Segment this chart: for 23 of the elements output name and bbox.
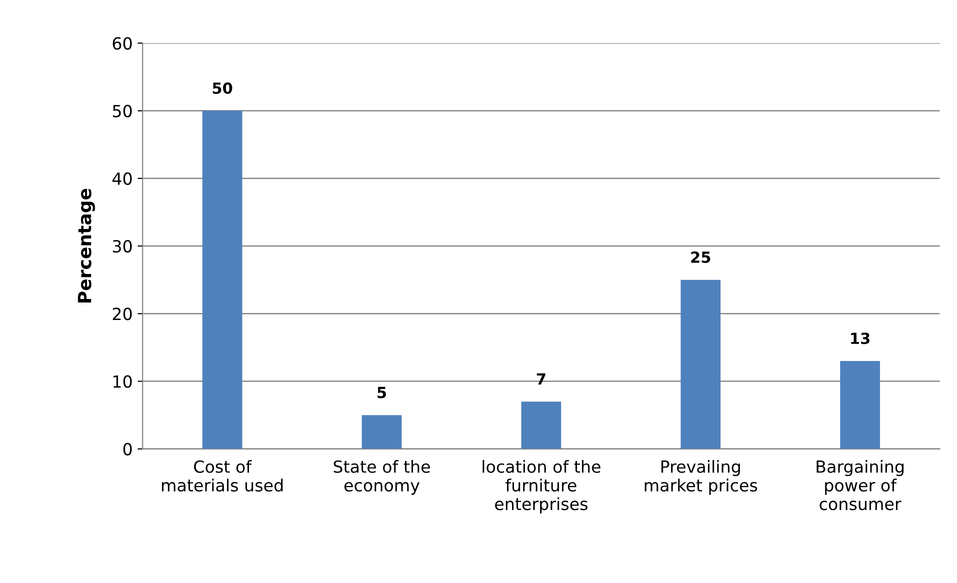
y-axis-title: Percentage: [78, 188, 95, 302]
y-tick-label: 60: [112, 37, 132, 50]
x-tick-label: Prevailing market prices: [644, 460, 758, 495]
y-tick-label: 10: [113, 375, 132, 388]
y-tick-label: 30: [112, 240, 132, 253]
data-label: 5: [378, 386, 386, 398]
x-tick-label: Bargaining power of consumer: [816, 460, 904, 510]
x-tick-label: location of the furniture enterprises: [482, 460, 600, 514]
bar: [680, 280, 721, 449]
data-label: 13: [851, 332, 870, 344]
y-tick-label: 40: [112, 172, 132, 185]
bar: [202, 110, 242, 449]
y-tick-label: 50: [112, 104, 132, 118]
bar: [362, 415, 402, 449]
data-label: 50: [212, 82, 232, 94]
bar: [840, 360, 880, 449]
data-label: 25: [691, 251, 710, 263]
y-tick-label: 20: [112, 308, 132, 320]
x-tick-label: Cost of materials used: [162, 460, 283, 492]
y-tick-label: 0: [123, 442, 132, 456]
bar: [521, 402, 562, 449]
x-tick-label: State of the economy: [334, 460, 430, 495]
data-label: 7: [536, 373, 546, 385]
